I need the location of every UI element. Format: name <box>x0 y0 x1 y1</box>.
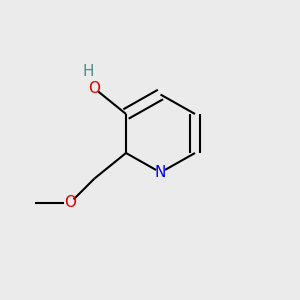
Text: H: H <box>83 64 94 80</box>
Text: O: O <box>88 81 101 96</box>
Text: O: O <box>64 195 76 210</box>
Text: N: N <box>155 165 166 180</box>
